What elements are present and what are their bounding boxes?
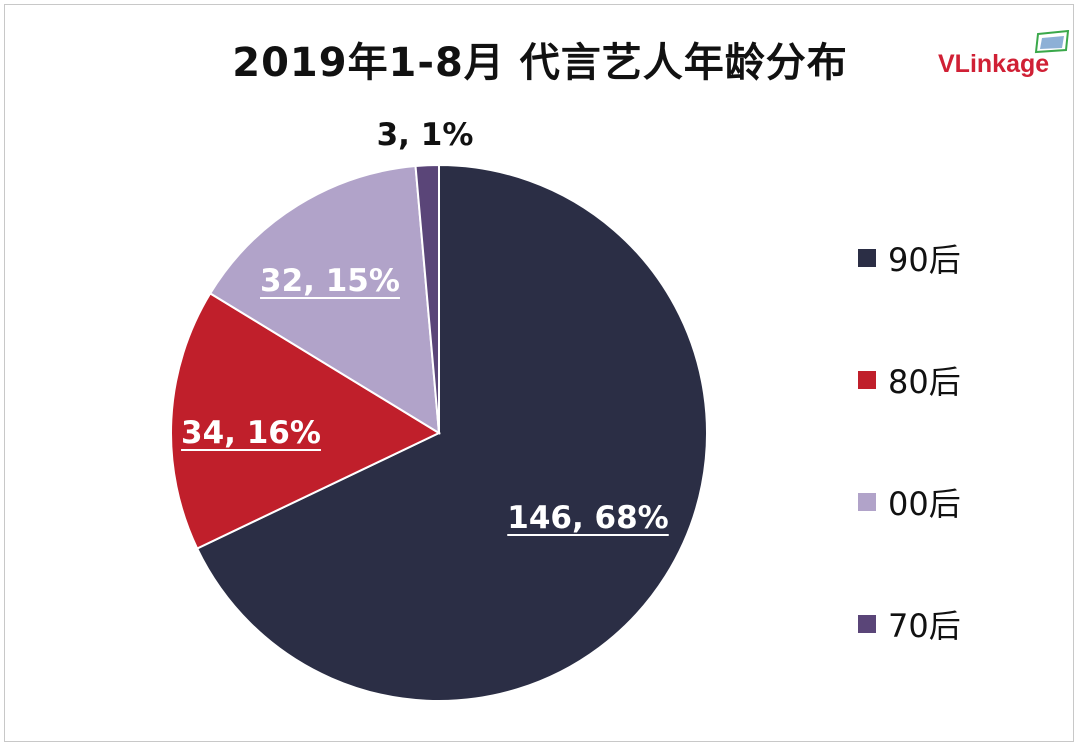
legend-swatch-3 [858, 615, 876, 633]
slice-data-label-2: 32, 15% [260, 263, 400, 299]
legend-swatch-1 [858, 371, 876, 389]
chart-legend: 90后 80后 00后 70后 [858, 236, 961, 724]
vlinkage-logo: VLinkage [938, 30, 1073, 82]
logo-mark-icon [1034, 30, 1070, 54]
legend-label-0: 90后 [888, 241, 961, 279]
legend-item-3: 70后 [858, 602, 961, 646]
legend-label-3: 70后 [888, 607, 961, 645]
chart-frame [4, 4, 1074, 742]
slice-data-label-0: 146, 68% [507, 500, 668, 536]
chart-title: 2019年1-8月 代言艺人年龄分布 [232, 40, 848, 86]
pie-slice-2 [208, 164, 441, 435]
legend-swatch-2 [858, 493, 876, 511]
legend-item-2: 00后 [858, 480, 961, 524]
logo-text: VLinkage [938, 50, 1050, 78]
legend-label-1: 80后 [888, 363, 961, 401]
legend-swatch-0 [858, 249, 876, 267]
slice-data-label-1: 34, 16% [181, 415, 321, 451]
legend-item-1: 80后 [858, 358, 961, 402]
legend-item-0: 90后 [858, 236, 961, 280]
slice-data-label-3: 3, 1% [377, 117, 474, 153]
pie-slice-1 [170, 292, 442, 550]
pie-slice-0 [195, 163, 708, 702]
pie-slice-3 [414, 163, 440, 434]
legend-label-2: 00后 [888, 485, 961, 523]
